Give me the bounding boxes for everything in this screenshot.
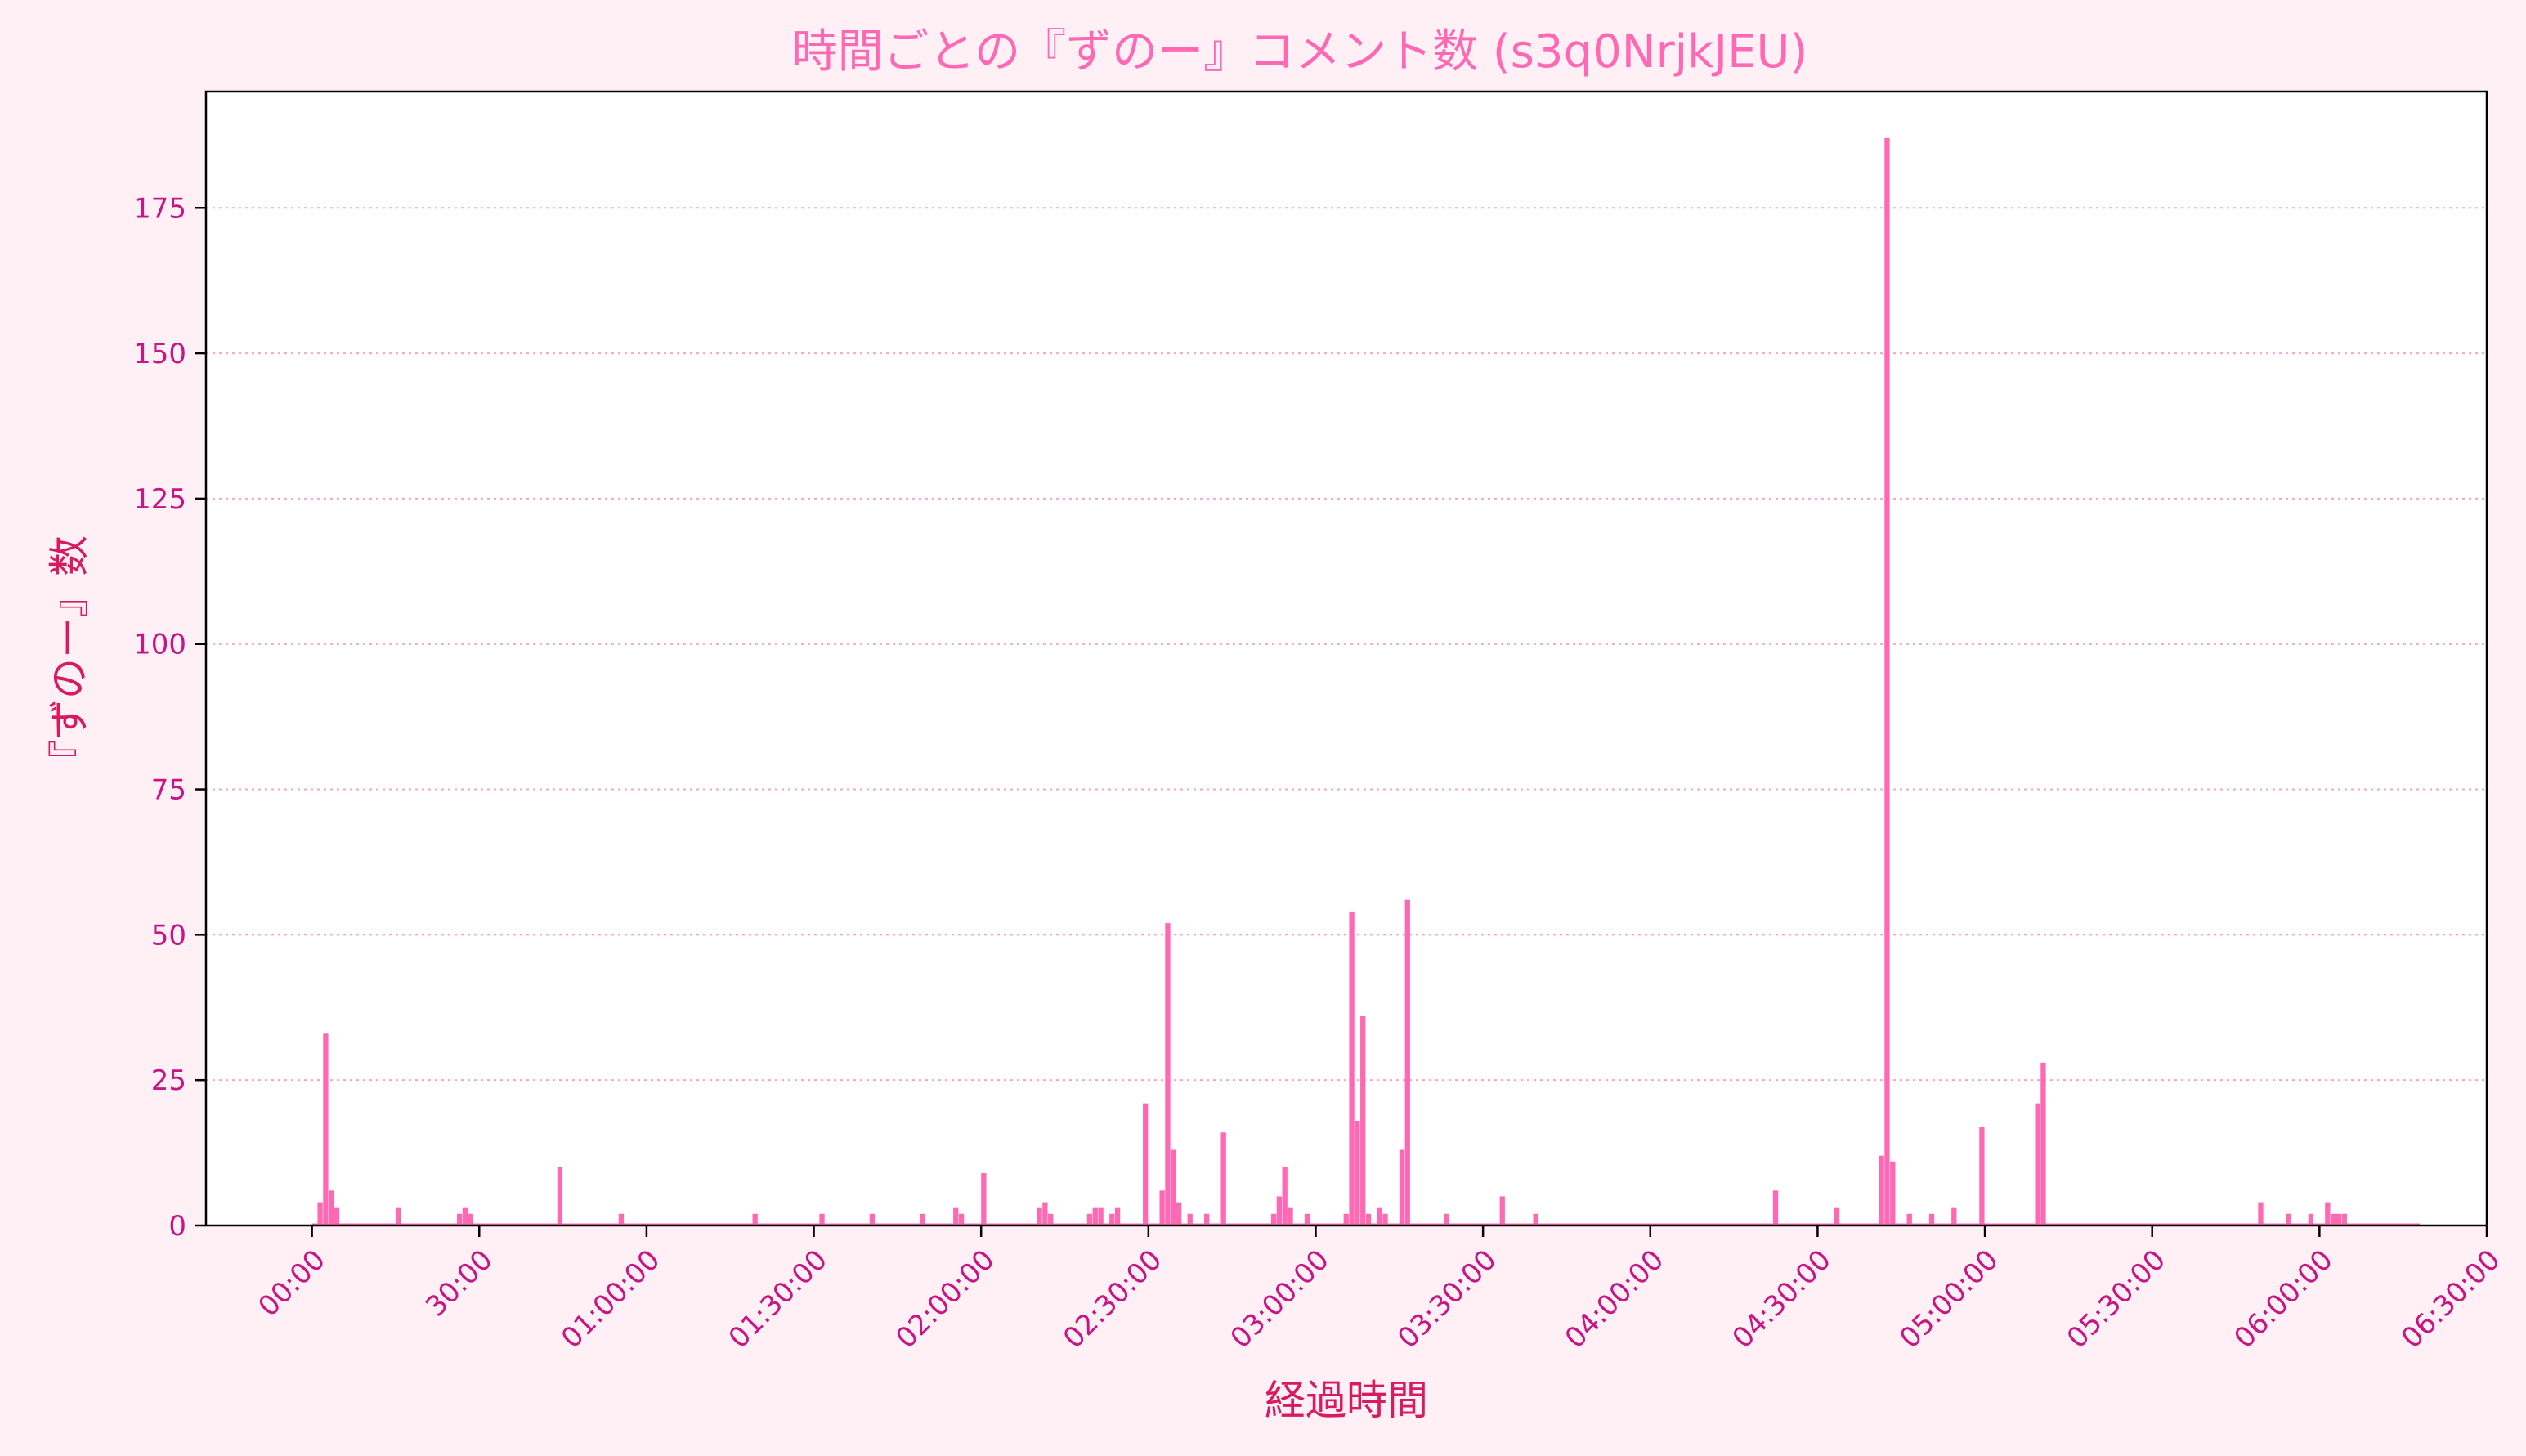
y-tick-label: 25 [151,1064,186,1097]
bar [557,1167,563,1225]
bar [1270,1213,1277,1225]
x-axis-label: 経過時間 [1265,1377,1428,1424]
x-tick-label: 06:30:00 [2395,1243,2506,1355]
bar [1349,911,1355,1225]
bar [1951,1207,1957,1225]
bar [1165,923,1171,1225]
bar [869,1213,876,1225]
bar [2035,1103,2040,1225]
bar [1360,1015,1366,1225]
bar [1444,1213,1449,1225]
bar [1979,1127,1985,1225]
bar [2336,1213,2342,1225]
y-tick-label: 150 [133,338,186,370]
bar [1377,1207,1382,1225]
bar [2325,1202,2331,1225]
bar [323,1033,329,1225]
bar [2040,1062,2046,1225]
bar [1092,1207,1098,1225]
bar [618,1213,625,1225]
y-tick-label: 100 [133,629,186,661]
chart-title: 時間ごとの『ずのー』コメント数 (s3q0NrjkJEU) [792,25,1808,78]
bar [1143,1103,1149,1225]
bar [953,1207,959,1225]
bar [2330,1213,2336,1225]
bar [317,1202,323,1225]
bar [1399,1149,1405,1225]
x-tick-label: 02:00:00 [889,1243,1001,1355]
y-tick-label: 125 [133,483,186,516]
bar [1365,1213,1372,1225]
x-tick-label: 04:30:00 [1727,1243,1838,1355]
bar [1404,899,1410,1225]
bar [1109,1213,1115,1225]
bar [395,1207,401,1225]
x-tick-label: 03:30:00 [1391,1243,1503,1355]
bar [1187,1213,1193,1225]
bar [1304,1213,1310,1225]
bar [1499,1196,1505,1225]
x-tick-label: 03:00:00 [1225,1243,1336,1355]
bar [1343,1213,1349,1225]
bar [1928,1213,1935,1225]
bar [1220,1132,1226,1225]
x-tick-label: 01:00:00 [555,1243,666,1355]
y-tick-label: 175 [133,192,186,225]
plot-area [206,92,2487,1225]
bar [456,1213,463,1225]
bar [920,1213,925,1225]
bar [1037,1207,1042,1225]
bar [1204,1213,1210,1225]
bar [1159,1190,1165,1225]
bar [1906,1213,1912,1225]
bar [2258,1202,2264,1225]
bar [1171,1149,1176,1225]
y-tick-label: 50 [151,919,186,952]
bar [1382,1213,1388,1225]
bar [1114,1207,1121,1225]
bar [1276,1196,1283,1225]
bar [958,1213,965,1225]
x-tick-label: 05:30:00 [2061,1243,2172,1355]
x-tick-label: 04:00:00 [1559,1243,1670,1355]
x-tick-label: 02:30:00 [1057,1243,1168,1355]
bar [1834,1207,1840,1225]
x-tick-label: 30:00 [419,1243,499,1324]
bar [1533,1213,1538,1225]
x-tick-label: 00:00 [252,1243,332,1324]
bar [1772,1190,1779,1225]
bar [1282,1167,1288,1225]
x-tick-label: 01:30:00 [723,1243,834,1355]
bar [819,1213,825,1225]
bar [329,1190,334,1225]
bar [1098,1207,1104,1225]
bar [468,1213,473,1225]
bar [462,1207,468,1225]
bar [752,1213,758,1225]
y-axis-label: 『ずのー』数 [46,535,93,781]
x-tick-label: 06:00:00 [2228,1243,2339,1355]
bar [1355,1120,1360,1225]
plot-frame [204,90,2488,1227]
bar [1176,1202,1182,1225]
bar [2286,1213,2291,1225]
bar [1884,137,1890,1225]
bar [1048,1213,1054,1225]
x-tick-label: 05:00:00 [1893,1243,2004,1355]
bar [334,1207,340,1225]
bar [1042,1202,1048,1225]
bar [2341,1213,2347,1225]
y-tick-label: 75 [151,774,186,807]
bar [1288,1207,1293,1225]
bar [1086,1213,1093,1225]
bar [1890,1161,1896,1225]
bar [981,1172,987,1225]
y-tick-label: 0 [168,1210,186,1243]
grid-lines [206,207,2487,1082]
bar [1879,1155,1884,1225]
bar [2308,1213,2314,1225]
